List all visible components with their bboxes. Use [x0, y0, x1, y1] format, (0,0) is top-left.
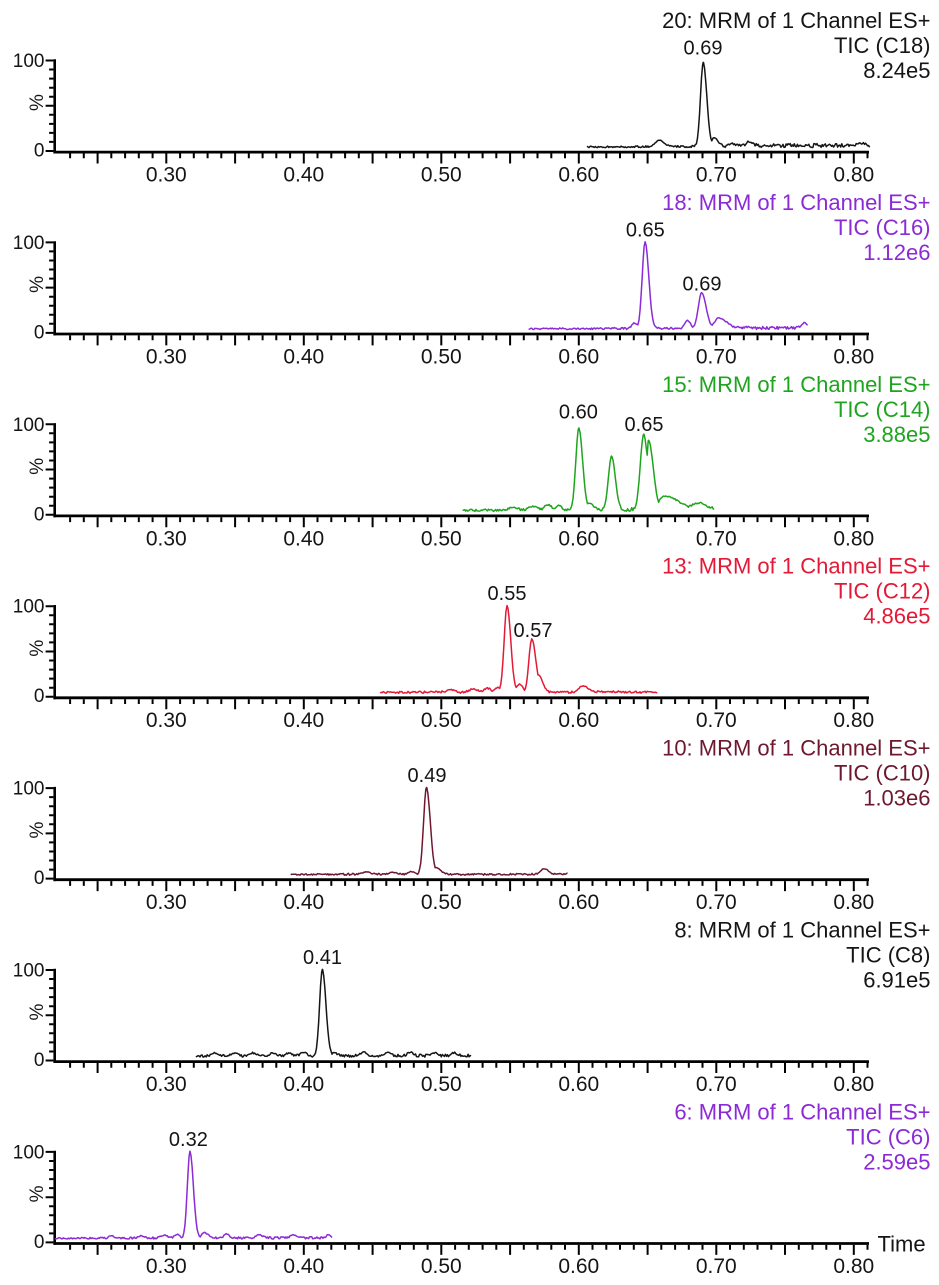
svg-text:13: MRM of 1 Channel ES+: 13: MRM of 1 Channel ES+: [662, 554, 930, 579]
svg-text:0.40: 0.40: [283, 1073, 324, 1096]
svg-text:10: MRM of 1 Channel ES+: 10: MRM of 1 Channel ES+: [662, 736, 930, 761]
svg-text:0.80: 0.80: [833, 164, 874, 187]
svg-text:0.60: 0.60: [558, 527, 599, 550]
svg-text:0.69: 0.69: [683, 274, 722, 296]
svg-text:8: MRM of 1 Channel ES+: 8: MRM of 1 Channel ES+: [674, 918, 930, 943]
svg-text:0.40: 0.40: [283, 164, 324, 187]
svg-text:8.24e5: 8.24e5: [863, 58, 930, 83]
svg-text:0.80: 0.80: [833, 891, 874, 914]
svg-text:0: 0: [34, 141, 45, 162]
svg-text:0.70: 0.70: [696, 345, 737, 368]
svg-text:100: 100: [13, 779, 45, 800]
svg-text:0.80: 0.80: [833, 1255, 874, 1278]
svg-text:0.40: 0.40: [283, 527, 324, 550]
svg-text:0.80: 0.80: [833, 709, 874, 732]
svg-text:0.50: 0.50: [421, 345, 462, 368]
svg-text:3.88e5: 3.88e5: [863, 422, 930, 447]
svg-text:0: 0: [34, 1232, 45, 1253]
svg-text:%: %: [27, 94, 48, 111]
svg-text:0.50: 0.50: [421, 1073, 462, 1096]
svg-text:0.40: 0.40: [283, 709, 324, 732]
svg-text:0.80: 0.80: [833, 1073, 874, 1096]
svg-text:0.70: 0.70: [696, 164, 737, 187]
svg-text:0.50: 0.50: [421, 709, 462, 732]
svg-text:TIC (C14): TIC (C14): [834, 397, 931, 422]
svg-text:0.40: 0.40: [283, 345, 324, 368]
svg-text:0.49: 0.49: [408, 765, 447, 787]
svg-text:1.03e6: 1.03e6: [863, 786, 930, 811]
svg-text:18: MRM of 1 Channel ES+: 18: MRM of 1 Channel ES+: [662, 190, 930, 215]
svg-text:0.60: 0.60: [558, 164, 599, 187]
svg-text:0.60: 0.60: [558, 1073, 599, 1096]
svg-text:0.50: 0.50: [421, 527, 462, 550]
svg-text:0.80: 0.80: [833, 527, 874, 550]
svg-text:100: 100: [13, 51, 45, 72]
svg-text:0: 0: [34, 1050, 45, 1071]
svg-text:0.60: 0.60: [558, 1255, 599, 1278]
svg-text:0: 0: [34, 686, 45, 707]
svg-text:0.60: 0.60: [558, 891, 599, 914]
svg-text:0.30: 0.30: [146, 709, 187, 732]
svg-text:TIC (C18): TIC (C18): [834, 33, 931, 58]
svg-text:0.70: 0.70: [696, 1073, 737, 1096]
svg-text:4.86e5: 4.86e5: [863, 604, 930, 629]
svg-text:0.40: 0.40: [283, 891, 324, 914]
svg-text:0.60: 0.60: [559, 401, 598, 423]
svg-text:20: MRM of 1 Channel ES+: 20: MRM of 1 Channel ES+: [662, 8, 930, 33]
svg-text:0.30: 0.30: [146, 1073, 187, 1096]
svg-text:0.80: 0.80: [833, 345, 874, 368]
svg-text:0.57: 0.57: [514, 620, 553, 642]
svg-text:TIC (C12): TIC (C12): [834, 579, 931, 604]
svg-text:0: 0: [34, 322, 45, 343]
svg-text:%: %: [27, 458, 48, 475]
svg-text:0: 0: [34, 504, 45, 525]
svg-text:%: %: [27, 1003, 48, 1020]
svg-text:15: MRM of 1 Channel ES+: 15: MRM of 1 Channel ES+: [662, 372, 930, 397]
svg-text:0.30: 0.30: [146, 527, 187, 550]
svg-text:100: 100: [13, 415, 45, 436]
svg-text:0.69: 0.69: [684, 38, 723, 60]
svg-text:0.30: 0.30: [146, 1255, 187, 1278]
svg-text:0.40: 0.40: [283, 1255, 324, 1278]
svg-text:100: 100: [13, 233, 45, 254]
svg-text:%: %: [27, 276, 48, 293]
svg-text:TIC (C16): TIC (C16): [834, 215, 931, 240]
svg-text:0.55: 0.55: [488, 583, 527, 605]
svg-text:0.70: 0.70: [696, 1255, 737, 1278]
svg-text:2.59e5: 2.59e5: [863, 1149, 930, 1174]
svg-text:100: 100: [13, 597, 45, 618]
svg-text:6: MRM of 1 Channel ES+: 6: MRM of 1 Channel ES+: [674, 1099, 930, 1124]
svg-text:0.50: 0.50: [421, 164, 462, 187]
svg-text:0: 0: [34, 868, 45, 889]
svg-text:%: %: [27, 822, 48, 839]
svg-text:TIC (C10): TIC (C10): [834, 761, 931, 786]
svg-text:0.65: 0.65: [625, 414, 664, 436]
svg-text:0.50: 0.50: [421, 1255, 462, 1278]
svg-text:0.60: 0.60: [558, 345, 599, 368]
svg-text:0.70: 0.70: [696, 891, 737, 914]
svg-text:0.32: 0.32: [169, 1129, 208, 1151]
svg-text:0.30: 0.30: [146, 891, 187, 914]
svg-text:0.50: 0.50: [421, 891, 462, 914]
svg-text:100: 100: [13, 961, 45, 982]
svg-text:%: %: [27, 640, 48, 657]
svg-text:6.91e5: 6.91e5: [863, 968, 930, 993]
svg-text:0.65: 0.65: [626, 219, 665, 241]
svg-text:0.60: 0.60: [558, 709, 599, 732]
svg-text:%: %: [27, 1185, 48, 1202]
svg-text:Time: Time: [878, 1232, 926, 1257]
svg-text:0.70: 0.70: [696, 527, 737, 550]
svg-text:0.41: 0.41: [303, 947, 342, 969]
svg-text:1.12e6: 1.12e6: [863, 240, 930, 265]
svg-text:0.70: 0.70: [696, 709, 737, 732]
svg-text:TIC (C8): TIC (C8): [846, 943, 930, 968]
svg-text:0.30: 0.30: [146, 164, 187, 187]
svg-text:0.30: 0.30: [146, 345, 187, 368]
svg-text:100: 100: [13, 1142, 45, 1163]
svg-text:TIC (C6): TIC (C6): [846, 1124, 930, 1149]
